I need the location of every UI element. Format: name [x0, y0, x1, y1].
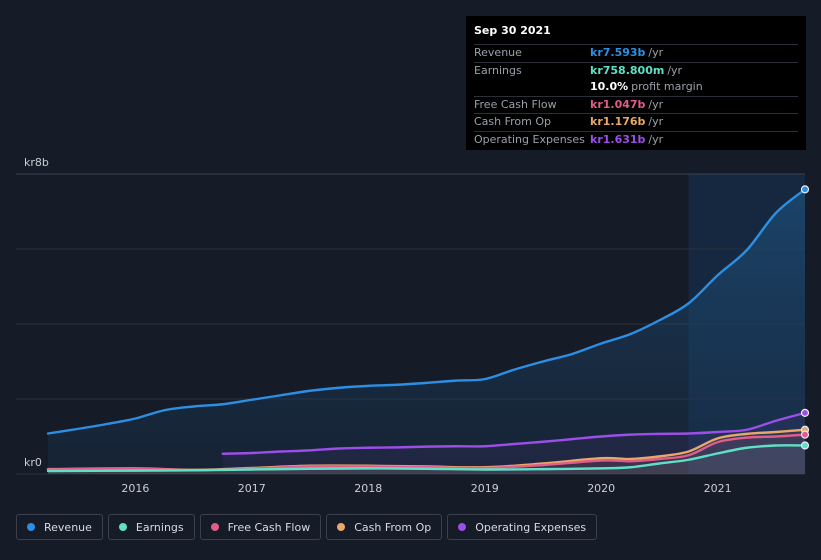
tooltip-value: kr1.176b — [590, 115, 646, 128]
legend-item-operating-expenses[interactable]: Operating Expenses — [447, 514, 598, 540]
tooltip-unit: /yr — [648, 97, 664, 111]
tooltip-row-operating-expenses: Operating Expenses kr1.631b /yr — [474, 132, 798, 149]
legend-item-free-cash-flow[interactable]: Free Cash Flow — [199, 514, 322, 540]
tooltip-value: kr1.047b — [590, 97, 646, 111]
area-free-cash-flow — [48, 434, 805, 474]
tooltip-row-earnings: Earnings kr758.800m /yr — [474, 63, 798, 80]
x-tick-label: 2019 — [471, 482, 499, 495]
tooltip-row-cash-from-op: Cash From Op kr1.176b /yr — [474, 114, 798, 132]
tooltip-unit: /yr — [667, 63, 683, 77]
legend-label: Earnings — [135, 520, 184, 534]
legend-dot-icon — [118, 523, 127, 531]
legend-item-cash-from-op[interactable]: Cash From Op — [326, 514, 443, 540]
tooltip-unit: /yr — [648, 132, 664, 146]
line-earnings — [46, 444, 807, 473]
x-tick-label: 2016 — [121, 482, 149, 495]
tooltip: Sep 30 2021 Revenue kr7.593b /yr Earning… — [466, 16, 806, 150]
tooltip-label: Cash From Op — [474, 115, 552, 128]
endpoint-free-cash-flow — [800, 430, 810, 439]
legend-item-earnings[interactable]: Earnings — [107, 514, 195, 540]
endpoint-earnings — [800, 441, 810, 450]
x-tick-label: 2017 — [238, 482, 266, 495]
endpoint-operating-expenses — [800, 408, 810, 417]
y-tick-label: kr8b — [24, 156, 49, 169]
tooltip-unit: /yr — [648, 46, 664, 59]
tooltip-value: 10.0% — [590, 80, 629, 93]
tooltip-value: kr1.631b — [590, 132, 646, 146]
x-tick-label: 2021 — [704, 482, 732, 495]
tooltip-unit: profit margin — [631, 80, 703, 93]
axes: 2016 2017 2018 2019 2020 2021 kr8b kr0 — [24, 156, 732, 495]
legend-label: Free Cash Flow — [227, 520, 311, 534]
legend-dot-icon — [337, 523, 346, 531]
legend: Revenue Earnings Free Cash Flow Cash Fro… — [16, 514, 598, 540]
x-tick-label: 2018 — [354, 482, 382, 495]
legend-dot-icon — [210, 523, 219, 531]
endpoint-revenue — [800, 185, 810, 194]
tooltip-label: Earnings — [474, 63, 522, 77]
area-cash-from-op — [48, 429, 805, 474]
tooltip-row-profit-margin: 10.0% profit margin — [474, 79, 798, 97]
tooltip-value: kr7.593b — [590, 46, 646, 59]
legend-dot-icon — [27, 523, 35, 531]
x-tick-label: 2020 — [587, 482, 615, 495]
y-tick-label: kr0 — [24, 456, 42, 469]
line-operating-expenses — [221, 411, 807, 455]
end-points — [800, 185, 810, 450]
series-lines — [46, 188, 807, 473]
legend-label: Revenue — [44, 520, 92, 534]
tooltip-row-free-cash-flow: Free Cash Flow kr1.047b /yr — [474, 97, 798, 114]
legend-label: Operating Expenses — [475, 520, 587, 534]
tooltip-label: Free Cash Flow — [474, 97, 557, 111]
line-revenue — [46, 188, 807, 435]
tooltip-date: Sep 30 2021 — [474, 22, 798, 45]
tooltip-label: Operating Expenses — [474, 132, 585, 146]
tooltip-row-revenue: Revenue kr7.593b /yr — [474, 45, 798, 63]
legend-dot-icon — [458, 523, 467, 531]
legend-label: Cash From Op — [354, 520, 432, 534]
tooltip-unit: /yr — [648, 115, 664, 128]
legend-item-revenue[interactable]: Revenue — [16, 514, 103, 540]
tooltip-label: Revenue — [474, 46, 522, 59]
tooltip-value: kr758.800m — [590, 63, 665, 77]
tooltip-label — [474, 79, 590, 96]
